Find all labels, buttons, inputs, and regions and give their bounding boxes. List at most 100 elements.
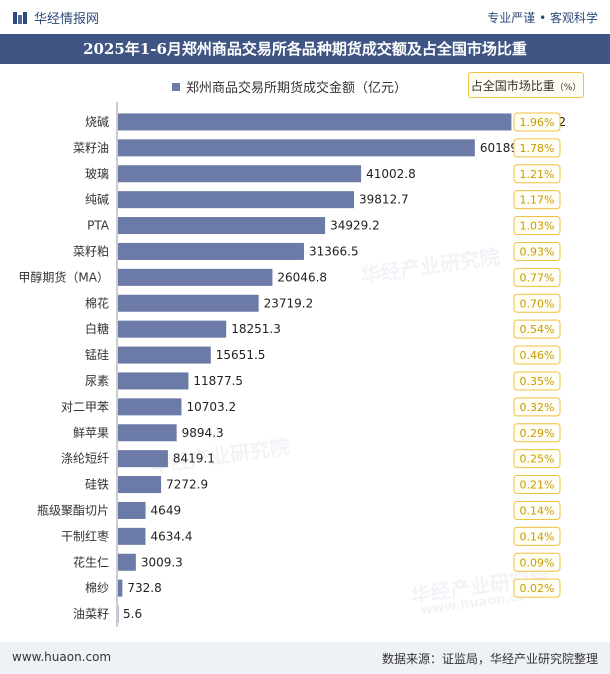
chart-title: 2025年1-6月郑州商品交易所各品种期货成交额及占全国市场比重 [0,34,610,64]
share-badge: 0.29% [513,423,561,443]
share-badge: 0.02% [513,578,561,598]
share-badge: 0.21% [513,475,561,495]
category-label: 棉花 [85,295,109,310]
category-label: 菜籽粕 [73,243,109,258]
share-label: 0.21% [520,479,555,492]
category-label: 锰硅 [85,347,109,362]
bar [118,476,162,494]
category-label: 甲醇期货（MA） [18,269,109,284]
share-label: 0.25% [520,453,555,466]
category-label: 纯碱 [85,193,109,207]
share-badge: 1.03% [513,216,561,236]
share-badge-box [513,526,561,546]
share-badge-box [513,423,561,443]
brand: 华经情报网 [12,8,99,27]
share-label: 1.21% [520,168,555,181]
share-label: 0.14% [520,504,555,517]
legend-swatch [172,82,180,91]
bar [118,320,227,338]
share-label: 0.02% [520,582,555,595]
category-label: 瓶级聚酯切片 [37,503,109,517]
category-label: 烧碱 [85,115,109,129]
share-label: 0.09% [520,556,555,569]
bar [118,398,182,416]
value-label: 9894.3 [182,426,224,440]
share-header: 占全国市场比重（%） [468,72,584,98]
share-label: 0.35% [520,375,555,388]
share-label: 1.03% [520,220,555,233]
bar [118,113,512,131]
share-badge-box [513,293,561,313]
category-label: 硅铁 [85,478,109,492]
share-badge: 0.25% [513,449,561,469]
share-header-label: 占全国市场比重 [470,79,555,93]
share-label: 1.96% [520,116,555,129]
value-label: 8419.1 [173,452,215,466]
share-badge: 0.35% [513,371,561,391]
share-badge-box [513,449,561,469]
share-badge: 0.77% [513,267,561,287]
share-badge: 0.46% [513,345,561,365]
category-label: 棉纱 [85,581,109,595]
share-badge-box [513,216,561,236]
category-label: 对二甲苯 [61,400,109,414]
brand-logo-icon [13,11,27,24]
share-label: 1.17% [520,194,555,207]
value-label: 10703.2 [186,400,236,414]
category-label: 白糖 [85,321,109,336]
bar [118,605,119,623]
share-badge: 0.93% [513,241,561,261]
bar [118,579,123,597]
share-label: 0.32% [520,401,555,414]
category-label: 菜籽油 [73,141,109,155]
share-badge: 0.14% [513,526,561,546]
bar [118,527,146,545]
share-badge-box [513,578,561,598]
share-label: 0.93% [520,245,555,258]
value-label: 15651.5 [216,348,266,362]
share-badge-box [513,112,561,132]
share-label: 0.77% [520,271,555,284]
value-label: 4634.4 [150,529,192,543]
share-label: 1.78% [520,142,555,155]
value-label: 31366.5 [309,244,359,258]
category-label: 油菜籽 [73,607,109,621]
legend-label: 郑州商品交易所期货成交金额（亿元） [186,81,408,96]
value-label: 7272.9 [166,478,208,492]
share-badge-box [513,190,561,210]
share-badge-box [513,345,561,365]
share-label: 0.14% [520,530,555,543]
share-badge-box [513,319,561,339]
value-label: 39812.7 [359,193,409,207]
share-badge: 0.70% [513,293,561,313]
category-label: 鲜苹果 [73,426,109,440]
share-badge-box [513,267,561,287]
bar-chart: 烧碱66362.21.96%菜籽油60189.91.78%玻璃41002.81.… [18,102,566,627]
value-label: 4649 [151,503,182,517]
share-badge: 1.21% [513,164,561,184]
value-label: 3009.3 [141,555,183,569]
share-badge-box [513,241,561,261]
share-badge-box [513,138,561,158]
bar [118,553,136,571]
share-badge-box [513,397,561,417]
share-badge: 1.78% [513,138,561,158]
share-badge-box [513,371,561,391]
share-badge: 0.32% [513,397,561,417]
bar [118,501,146,519]
share-header-unit: （%） [554,83,582,93]
bar [118,424,177,442]
bar [118,372,189,390]
bar [118,242,304,260]
value-label: 18251.3 [231,322,281,336]
share-badge: 0.14% [513,500,561,520]
brand-name: 华经情报网 [34,12,100,27]
footer-url: www.huaon.com [12,650,112,664]
share-badge: 1.17% [513,190,561,210]
value-label: 732.8 [127,581,161,595]
share-badge: 0.09% [513,552,561,572]
bar [118,294,259,312]
legend: 郑州商品交易所期货成交金额（亿元） [172,77,407,96]
category-label: 干制红枣 [61,528,109,543]
bar [118,346,211,364]
